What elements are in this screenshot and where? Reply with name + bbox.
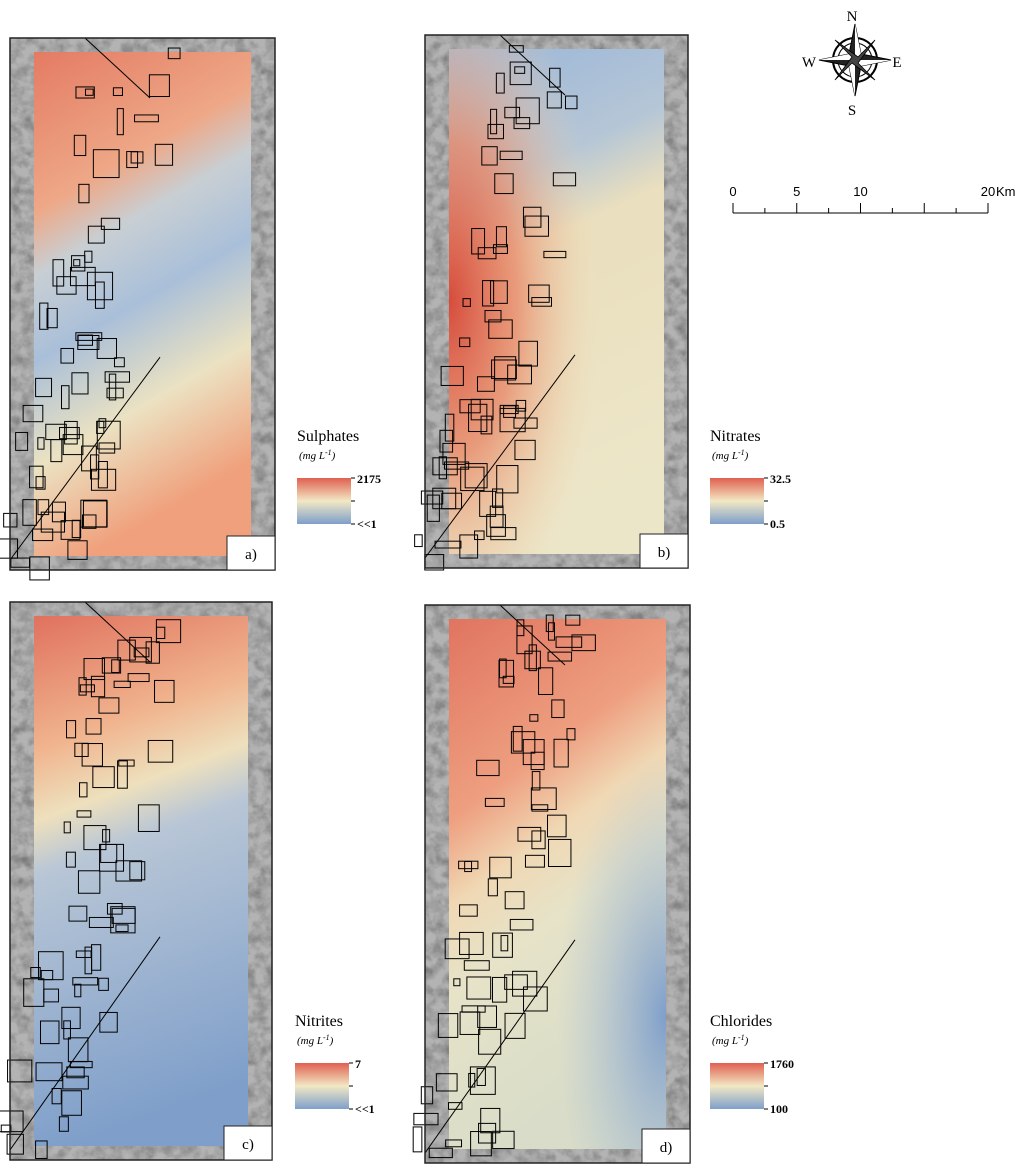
legend-max: 2175 [357,472,381,486]
legend-title: Nitrates [710,428,761,445]
legend-title: Nitrites [295,1013,343,1030]
unit-part: -1 [738,448,745,457]
compass-label: N [847,9,858,25]
map-panel: c) [0,602,272,1160]
scale-label: 10 [853,184,867,199]
legend-title: Chlorides [710,1013,772,1030]
scale-label: 20 [981,184,995,199]
unit-part: -1 [325,448,332,457]
parcel-outline [413,1127,422,1152]
legend-unit: (mg L-1) [297,1033,334,1047]
scale-unit: Km [996,184,1016,199]
legend: Nitrates (mg L-1) 32.5 0.5 [710,428,791,531]
unit-part: ) [744,450,749,462]
unit-part: ) [744,1035,749,1047]
scale-label: 0 [729,184,736,199]
legend-min: <<1 [355,1102,375,1116]
unit-part: (mg L [712,1035,738,1047]
figure: N S W E 051020Km a)Sulphates(mg L-1)2175… [0,0,1029,1166]
legend-ramp [297,478,351,524]
interpolation-surface [34,52,251,556]
legend-ramp [710,1063,764,1109]
unit-part: (mg L [297,1035,323,1047]
legend-unit: (mg L-1) [712,1033,749,1047]
panel-label: d) [660,1140,673,1156]
legend-max: 7 [355,1057,361,1071]
compass-label: W [802,55,817,71]
unit-part: ) [331,450,336,462]
legend-max: 32.5 [770,472,791,486]
legend-title: Sulphates [297,428,359,445]
legend: Chlorides (mg L-1) 1760 100 [710,1013,794,1116]
legend-min: <<1 [357,517,377,531]
unit-part: -1 [323,1033,330,1042]
compass-label: S [848,103,856,119]
legend-unit: (mg L-1) [712,448,749,462]
map-panel: a) [0,38,275,580]
unit-part: (mg L [299,450,325,462]
interpolation-surface [449,49,664,554]
unit-part: ) [329,1035,334,1047]
unit-part: (mg L [712,450,738,462]
parcel-outline [415,535,423,547]
legend-min: 0.5 [770,517,785,531]
map-panel: d) [413,605,690,1163]
legend: Sulphates (mg L-1) 2175 <<1 [297,428,381,531]
compass: N S W E [802,9,902,119]
compass-label: E [892,55,901,71]
legend: Nitrites (mg L-1) 7 <<1 [295,1013,375,1116]
legend-ramp [710,478,764,524]
unit-part: -1 [738,1033,745,1042]
legend-max: 1760 [770,1057,794,1071]
scale-label: 5 [793,184,800,199]
legend-min: 100 [770,1102,788,1116]
interpolation-surface [449,619,666,1149]
legend-ramp [295,1063,349,1109]
panel-label: b) [658,545,671,561]
panel-label: a) [245,547,257,563]
legend-unit: (mg L-1) [299,448,336,462]
map-panel: b) [415,35,688,570]
panel-label: c) [242,1137,254,1153]
